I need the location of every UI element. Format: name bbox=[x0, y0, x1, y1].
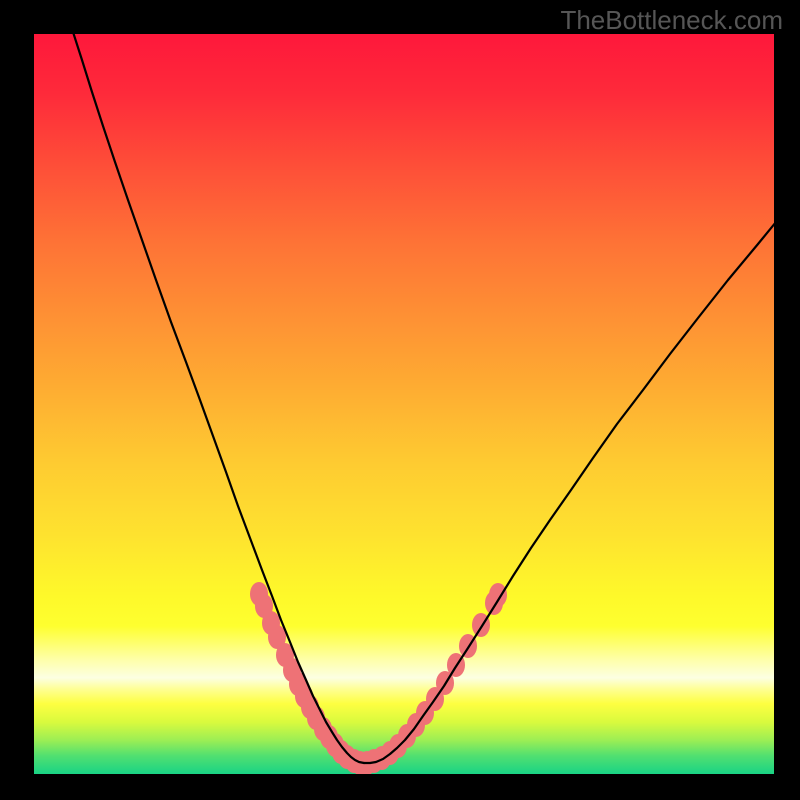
watermark-label: TheBottleneck.com bbox=[560, 5, 783, 36]
gradient-background bbox=[34, 34, 774, 774]
plot-area bbox=[34, 34, 774, 774]
frame-right bbox=[774, 0, 800, 800]
data-marker bbox=[489, 583, 507, 607]
bottleneck-chart bbox=[34, 34, 774, 774]
frame-bottom bbox=[0, 774, 800, 800]
frame-left bbox=[0, 0, 34, 800]
